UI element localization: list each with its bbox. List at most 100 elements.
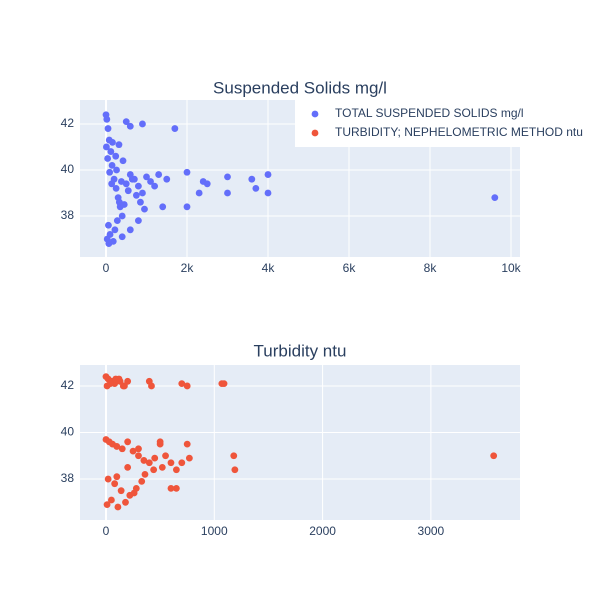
data-point [122, 118, 130, 126]
data-point [122, 498, 129, 506]
data-point [126, 122, 134, 130]
data-point [108, 161, 116, 169]
data-point [141, 470, 149, 478]
data-point [147, 178, 154, 185]
data-point [104, 125, 112, 132]
data-point [113, 443, 121, 450]
data-point [138, 477, 146, 485]
data-point [158, 464, 166, 471]
data-point [111, 480, 119, 488]
x-tick-label: 2000 [309, 524, 336, 538]
data-point [141, 205, 148, 213]
data-point [106, 168, 114, 176]
data-point [224, 173, 231, 181]
data-point [104, 155, 112, 162]
data-point [183, 440, 191, 448]
data-point [120, 201, 128, 208]
data-point [172, 466, 180, 474]
data-point [124, 438, 132, 446]
data-point [151, 454, 159, 462]
y-tick-label: 42 [61, 378, 75, 392]
y-tick-label: 38 [61, 471, 75, 485]
data-point [112, 184, 120, 192]
data-point [108, 496, 115, 504]
data-point [490, 452, 498, 460]
data-point [248, 175, 256, 183]
data-point [163, 175, 171, 183]
x-tick-label: 1000 [201, 524, 228, 538]
data-point [135, 217, 142, 225]
data-point [103, 143, 110, 151]
data-point [264, 189, 272, 197]
x-tick-label: 10k [501, 261, 521, 275]
data-point [143, 173, 150, 181]
data-point [172, 484, 180, 492]
data-point [124, 464, 132, 471]
data-point [135, 445, 142, 453]
x-tick-label: 0 [103, 261, 110, 275]
data-point [178, 459, 186, 467]
data-point [139, 189, 146, 197]
x-tick-label: 8k [424, 261, 438, 275]
data-point [111, 226, 119, 234]
data-point [124, 187, 132, 195]
data-point [113, 166, 120, 174]
data-point [183, 203, 191, 211]
data-point [135, 182, 142, 190]
data-point [155, 171, 163, 178]
data-point [115, 141, 123, 149]
data-point [150, 466, 158, 474]
data-point [104, 475, 112, 483]
data-point [156, 438, 164, 446]
data-point [107, 148, 115, 155]
y-tick-label: 42 [61, 116, 75, 130]
data-point [112, 152, 120, 160]
data-point [162, 452, 169, 460]
data-point [159, 203, 167, 211]
data-point [128, 175, 136, 183]
data-point [264, 171, 272, 178]
data-point [118, 445, 126, 453]
y-tick-label: 40 [61, 425, 75, 439]
x-tick-label: 2k [181, 261, 195, 275]
data-point [116, 377, 124, 385]
data-point [129, 447, 137, 455]
data-point [117, 178, 125, 185]
data-point [119, 157, 127, 165]
y-tick-label: 38 [61, 208, 75, 222]
data-point [117, 487, 125, 495]
legend-label: TOTAL SUSPENDED SOLIDS mg/l [335, 106, 524, 120]
data-point [118, 233, 126, 241]
data-point [171, 125, 179, 132]
data-point [183, 382, 191, 390]
data-point [148, 382, 155, 390]
data-point [230, 452, 238, 460]
legend-label: TURBIDITY; NEPHELOMETRIC METHOD ntu [335, 125, 583, 139]
data-point [118, 212, 126, 220]
data-point [178, 380, 186, 388]
data-point [183, 168, 191, 176]
data-point [195, 189, 203, 197]
chart-title: Suspended Solids mg/l [213, 78, 387, 97]
data-point [121, 382, 128, 390]
data-point [185, 454, 193, 462]
data-point [140, 457, 148, 464]
data-point [252, 184, 260, 192]
data-point [132, 191, 140, 199]
plots: Suspended Solids mg/l 0 2k 4k 6k 8k 10k 38 40 42 T… [61, 78, 522, 538]
data-point [130, 489, 138, 497]
x-tick-label: 0 [103, 524, 110, 538]
data-point [224, 189, 231, 197]
data-point [167, 459, 175, 467]
x-tick-label: 6k [343, 261, 357, 275]
legend: TOTAL SUSPENDED SOLIDS mg/l TURBIDITY; NE… [295, 100, 600, 147]
data-point [108, 180, 116, 188]
data-point [109, 138, 116, 146]
data-point [106, 380, 114, 388]
legend-marker [311, 110, 319, 118]
x-tick-label: 4k [262, 261, 276, 275]
data-point [203, 180, 211, 188]
data-point [137, 198, 144, 206]
data-point [103, 115, 111, 123]
y-tick-label: 40 [61, 162, 75, 176]
